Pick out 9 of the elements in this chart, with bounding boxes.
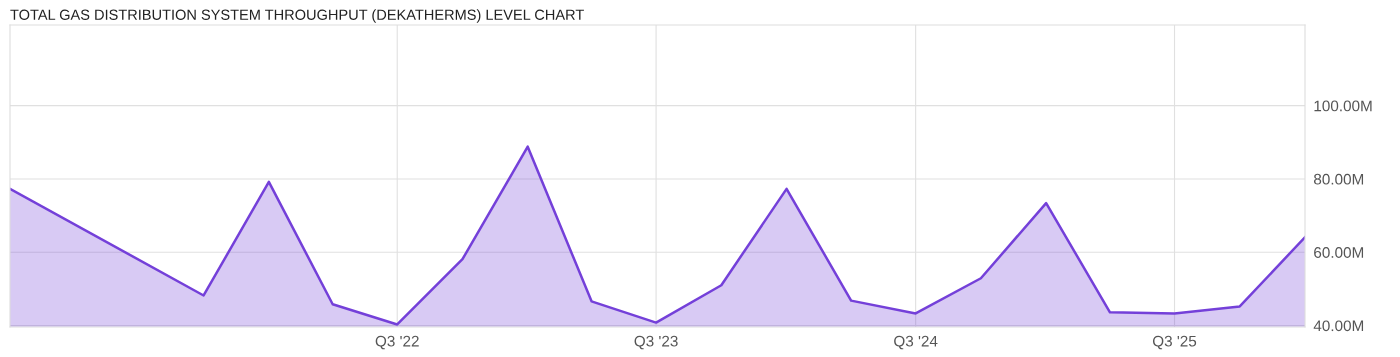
x-tick-label: Q3 '22 (375, 335, 419, 350)
y-tick-label: 60.00M (1314, 247, 1364, 258)
y-tick-label: 100.00M (1314, 100, 1372, 112)
x-tick-label: Q3 '25 (1152, 335, 1197, 350)
chart-title: TOTAL GAS DISTRIBUTION SYSTEM THROUGHPUT (DEKATHERMS) LEVEL CHART (10, 9, 584, 23)
y-tick-label: 40.00M (1313, 320, 1364, 332)
x-tick-label: Q3 '23 (634, 335, 678, 350)
x-tick-label: Q3 '24 (894, 335, 938, 350)
y-tick-label: 80.00M (1314, 173, 1364, 185)
